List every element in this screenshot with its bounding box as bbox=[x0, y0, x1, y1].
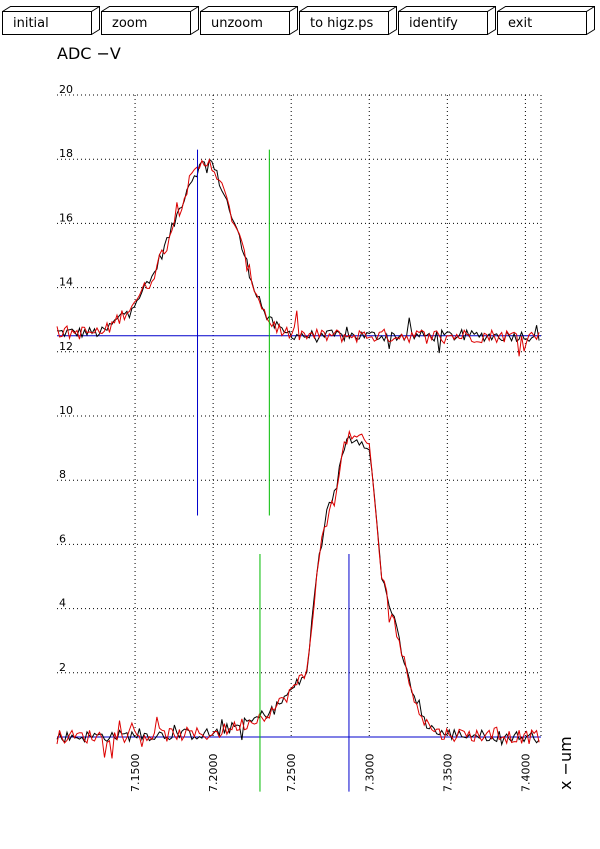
y-tick-label: 16 bbox=[59, 211, 73, 224]
initial-button-label: initial bbox=[13, 16, 49, 31]
y-axis-title: ADC −V bbox=[57, 44, 121, 63]
to-higz-ps-button[interactable]: to higz.ps bbox=[299, 6, 397, 36]
unzoom-button-frame bbox=[200, 6, 298, 35]
series-1-trace-black bbox=[56, 435, 540, 747]
x-tick-label: 7.2000 bbox=[207, 754, 220, 793]
zoom-button-frame bbox=[101, 6, 199, 35]
toolbar: initial zoom unzoom to higz.ps identify … bbox=[0, 0, 600, 40]
markers bbox=[197, 149, 350, 792]
y-tick-label: 8 bbox=[59, 468, 66, 481]
to-higz-ps-button-frame bbox=[299, 6, 397, 35]
series-0-trace-red bbox=[56, 158, 540, 357]
y-tick-label: 14 bbox=[59, 276, 73, 289]
y-tick-label: 6 bbox=[59, 532, 66, 545]
y-tick-label: 2 bbox=[59, 661, 66, 674]
zoom-button-label: zoom bbox=[112, 16, 148, 31]
unzoom-button[interactable]: unzoom bbox=[200, 6, 298, 36]
series-0-trace-black bbox=[56, 158, 540, 354]
exit-button-label: exit bbox=[508, 16, 533, 31]
initial-button[interactable]: initial bbox=[2, 6, 100, 36]
identify-button-frame bbox=[398, 6, 496, 35]
data-traces bbox=[56, 158, 540, 759]
initial-button-frame bbox=[2, 6, 100, 35]
zoom-button[interactable]: zoom bbox=[101, 6, 199, 36]
exit-button-frame bbox=[497, 6, 595, 35]
y-tick-label: 10 bbox=[59, 404, 73, 417]
x-tick-label: 7.3500 bbox=[441, 754, 454, 793]
grid-lines bbox=[57, 94, 542, 737]
y-tick-label: 12 bbox=[59, 340, 73, 353]
tick-labels: 2 4 6 8 10 12 14 16 18 20 7.1500 7.2000 7.2500 7.3000… bbox=[59, 83, 532, 792]
x-tick-label: 7.1500 bbox=[129, 754, 142, 793]
to-higz-ps-button-label: to higz.ps bbox=[310, 16, 374, 31]
identify-button-label: identify bbox=[409, 16, 458, 31]
unzoom-button-label: unzoom bbox=[211, 16, 263, 31]
y-tick-label: 18 bbox=[59, 147, 73, 160]
x-tick-label: 7.3000 bbox=[363, 754, 376, 793]
exit-button[interactable]: exit bbox=[497, 6, 595, 36]
x-tick-label: 7.2500 bbox=[285, 754, 298, 793]
y-tick-label: 4 bbox=[59, 597, 66, 610]
x-axis-title: x −um bbox=[556, 736, 575, 790]
x-tick-label: 7.4000 bbox=[519, 754, 532, 793]
identify-button[interactable]: identify bbox=[398, 6, 496, 36]
y-tick-label: 20 bbox=[59, 83, 73, 96]
series-1-trace-red bbox=[56, 429, 540, 759]
